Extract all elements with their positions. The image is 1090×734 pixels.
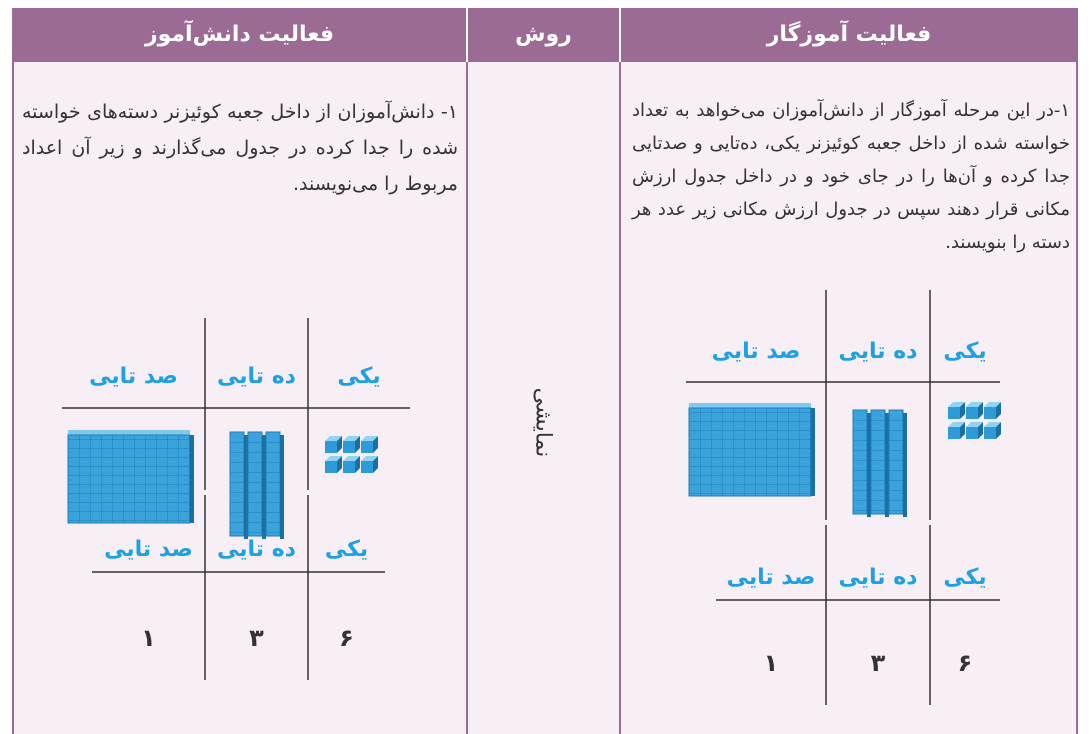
pv-number: ۱ <box>763 649 779 677</box>
pv-header: صد تایی <box>89 364 178 389</box>
pv-header: ده تایی <box>838 565 918 590</box>
pv-header: یکی <box>337 364 381 389</box>
header-student: فعالیت دانش‌آموز <box>144 22 335 47</box>
header-teacher: فعالیت آموزگار <box>766 22 932 47</box>
pv-number: ۳ <box>870 649 886 677</box>
pv-header: یکی <box>324 537 369 562</box>
pv-number: ۳ <box>249 624 264 652</box>
pv-header: ده تایی <box>838 339 918 364</box>
pv-header: یکی <box>943 565 987 590</box>
pv-number: ۶ <box>957 649 973 677</box>
pv-number: ۱ <box>141 624 156 652</box>
header-method: روش <box>515 22 572 47</box>
method-text: نمایشی <box>530 387 556 458</box>
pv-header: صد تایی <box>104 537 193 562</box>
pv-header: ده تایی <box>217 364 296 389</box>
pv-header: ده تایی <box>217 537 296 562</box>
pv-header: یکی <box>943 339 987 364</box>
teacher-text: ۱-در این مرحله آموزگار از دانش‌آموزان می… <box>632 100 1070 253</box>
student-text: ۱- دانش‌آموزان از داخل جعبه کوئیزنر دسته… <box>22 101 458 195</box>
pv-header: صد تایی <box>726 565 816 590</box>
pv-number: ۶ <box>339 624 354 652</box>
pv-header: صد تایی <box>711 339 801 364</box>
